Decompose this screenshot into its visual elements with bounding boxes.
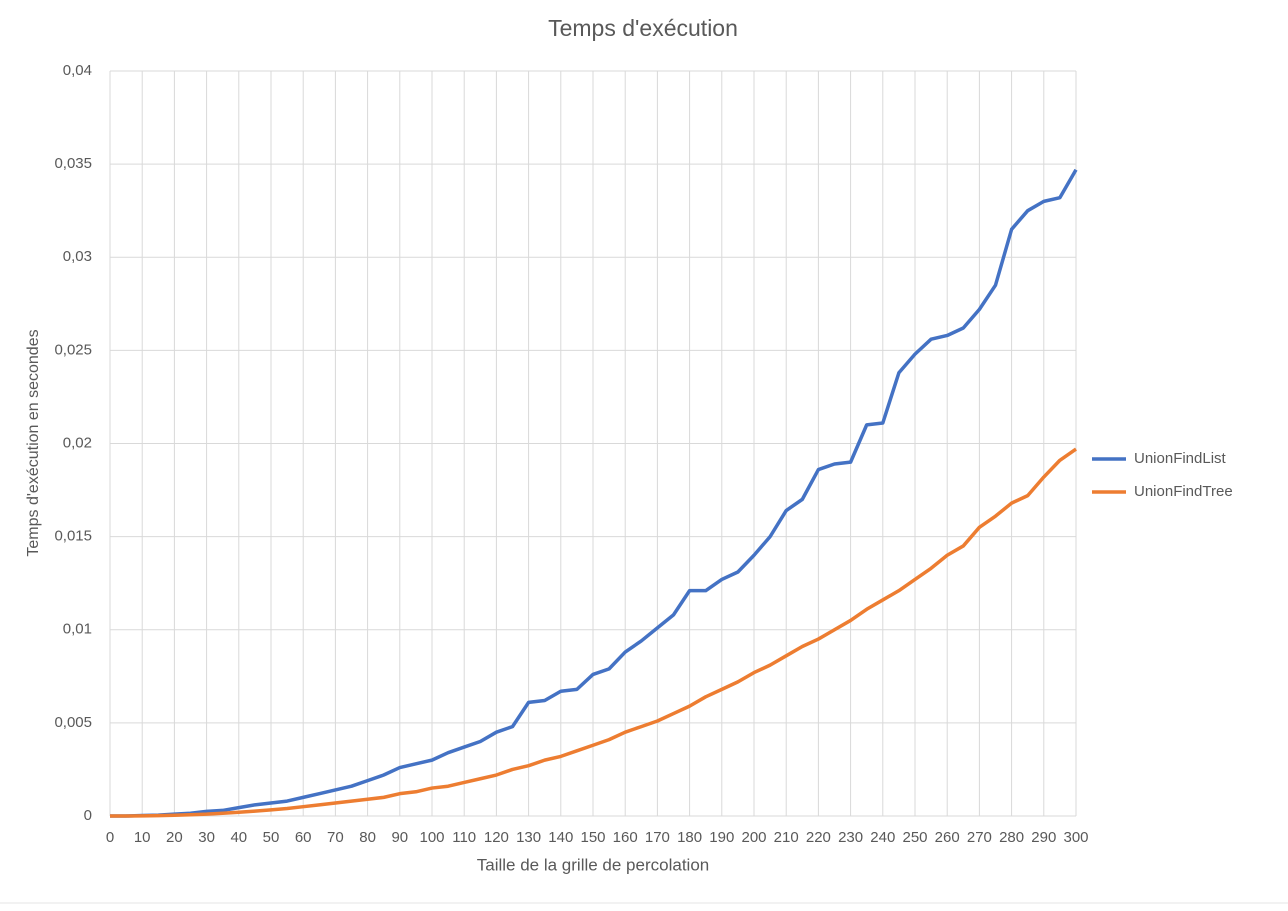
x-tick-label: 30 — [198, 829, 215, 846]
legend-label: UnionFindList — [1134, 450, 1227, 467]
x-tick-label: 190 — [709, 829, 734, 846]
data-line — [110, 168, 1078, 818]
chart-title: Temps d'exécution — [548, 15, 738, 41]
y-tick-label: 0,01 — [63, 621, 92, 638]
x-tick-label: 90 — [391, 829, 408, 846]
data-line — [110, 447, 1077, 818]
x-tick-label: 240 — [870, 829, 895, 846]
x-tick-label: 0 — [106, 829, 114, 846]
x-tick-label: 70 — [327, 829, 344, 846]
x-tick-label: 160 — [613, 829, 638, 846]
x-tick-label: 110 — [452, 829, 476, 846]
x-tick-label: 290 — [1031, 829, 1056, 846]
x-axis-label: Taille de la grille de percolation — [477, 855, 709, 874]
y-tick-label: 0,02 — [63, 434, 92, 451]
x-tick-label: 210 — [774, 829, 799, 846]
x-tick-label: 60 — [295, 829, 312, 846]
x-tick-label: 100 — [419, 829, 444, 846]
x-tick-label: 150 — [580, 829, 605, 846]
x-tick-label: 20 — [166, 829, 183, 846]
y-tick-label: 0,005 — [54, 714, 92, 731]
y-tick-label: 0,025 — [54, 341, 92, 358]
x-tick-label: 230 — [838, 829, 863, 846]
x-tick-label: 300 — [1063, 829, 1088, 846]
x-tick-label: 50 — [263, 829, 280, 846]
legend-label: UnionFindTree — [1134, 483, 1233, 500]
y-tick-label: 0,04 — [63, 62, 92, 79]
x-tick-label: 220 — [806, 829, 831, 846]
x-tick-label: 10 — [134, 829, 151, 846]
x-tick-label: 120 — [484, 829, 509, 846]
y-tick-label: 0 — [84, 807, 92, 824]
x-tick-label: 180 — [677, 829, 702, 846]
x-tick-label: 170 — [645, 829, 670, 846]
x-tick-label: 280 — [999, 829, 1024, 846]
x-tick-label: 200 — [741, 829, 766, 846]
y-tick-label: 0,035 — [54, 155, 92, 172]
x-tick-label: 140 — [548, 829, 573, 846]
x-tick-label: 40 — [230, 829, 247, 846]
x-tick-label: 270 — [967, 829, 992, 846]
x-tick-label: 130 — [516, 829, 541, 846]
y-axis-label: Temps d'exécution en secondes — [25, 329, 42, 556]
x-tick-label: 250 — [902, 829, 927, 846]
x-tick-label: 80 — [359, 829, 376, 846]
x-tick-label: 260 — [935, 829, 960, 846]
y-tick-label: 0,03 — [63, 248, 92, 265]
y-tick-label: 0,015 — [54, 528, 92, 545]
